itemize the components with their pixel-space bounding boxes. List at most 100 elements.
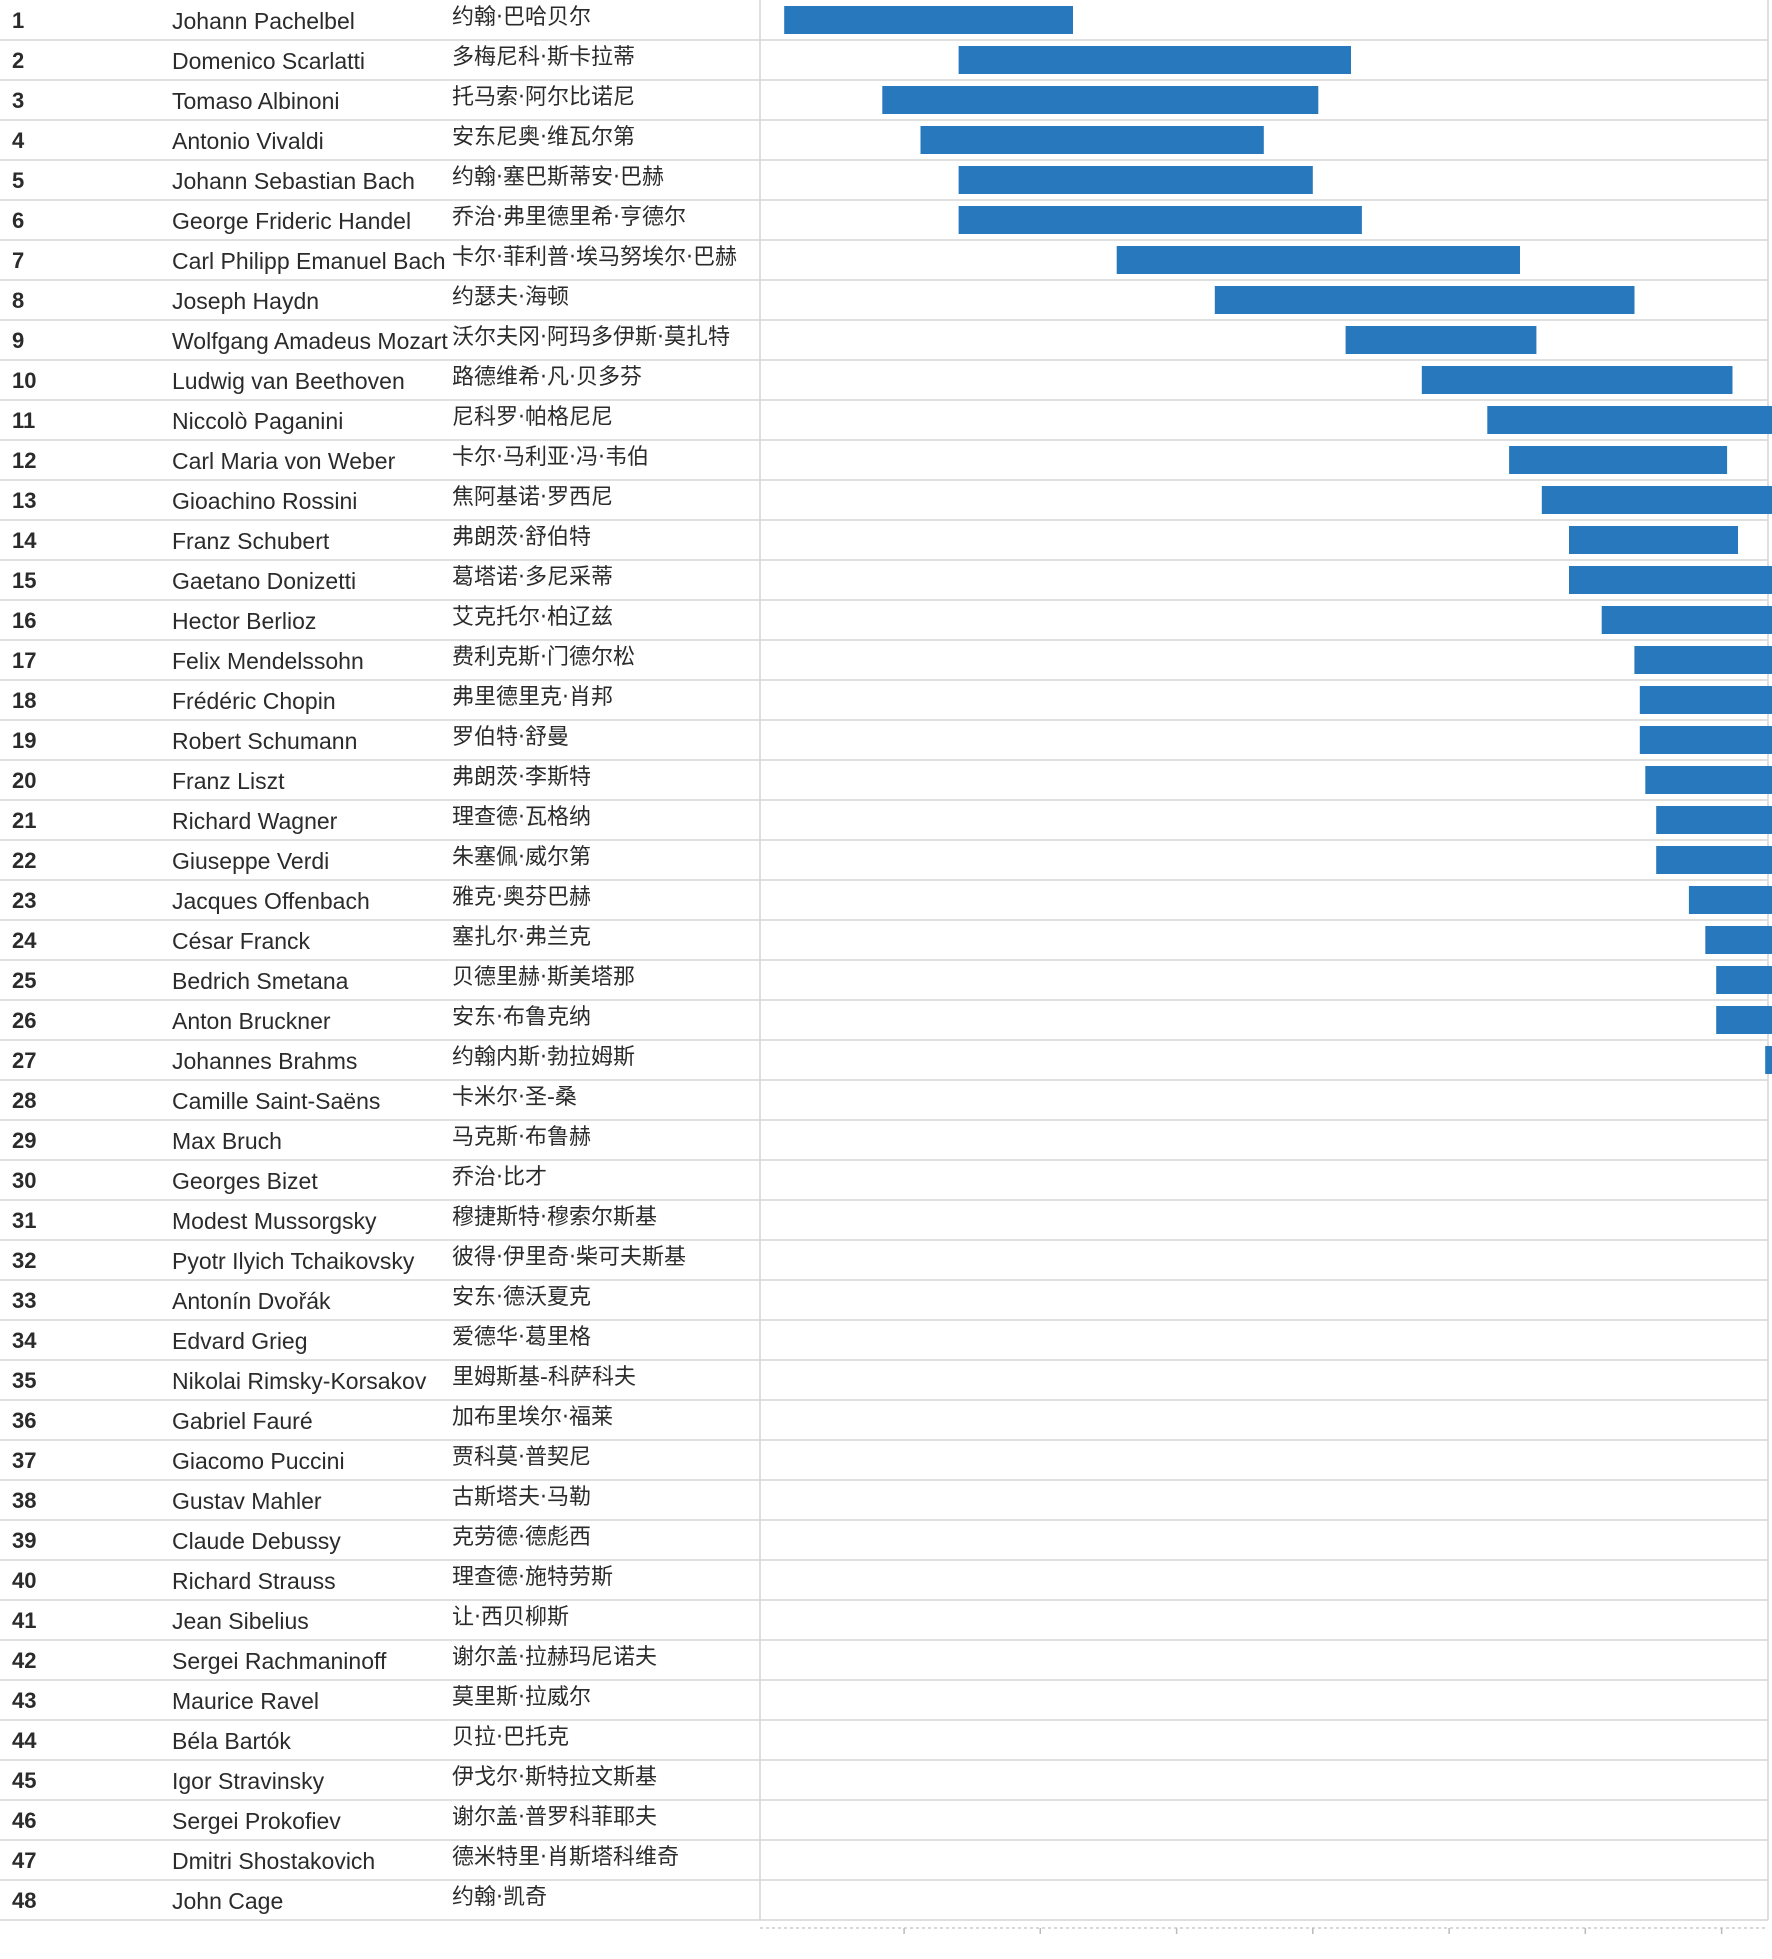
composer-name-cn: 托马索·阿尔比诺尼 — [452, 85, 635, 110]
composer-name: Edvard Grieg — [172, 1328, 308, 1354]
lifespan-bar — [1716, 966, 1772, 994]
composer-name-cn: 葛塔诺·多尼采蒂 — [452, 565, 613, 590]
composer-name-cn: 莫里斯·拉威尔 — [452, 1685, 591, 1710]
composer-name-cn: 雅克·奥芬巴赫 — [452, 885, 591, 910]
rank-label: 37 — [12, 1448, 36, 1473]
rank-label: 8 — [12, 288, 24, 313]
composer-name-cn: 安东·德沃夏克 — [452, 1285, 591, 1310]
composer-name-cn: 朱塞佩·威尔第 — [452, 845, 591, 870]
rank-label: 41 — [12, 1608, 36, 1633]
composer-name-cn: 谢尔盖·普罗科菲耶夫 — [452, 1805, 657, 1830]
rank-label: 7 — [12, 248, 24, 273]
composer-name: Sergei Prokofiev — [172, 1808, 341, 1834]
rank-label: 6 — [12, 208, 24, 233]
rank-label: 9 — [12, 328, 24, 353]
composer-name-cn: 贾科莫·普契尼 — [452, 1445, 591, 1470]
composer-name-cn: 约翰·塞巴斯蒂安·巴赫 — [452, 165, 664, 190]
lifespan-bar — [1639, 726, 1772, 754]
composer-name-cn: 约瑟夫·海顿 — [452, 285, 569, 310]
composer-name: Max Bruch — [172, 1128, 282, 1154]
lifespan-bar — [1214, 286, 1635, 314]
composer-name: Frédéric Chopin — [172, 688, 336, 714]
rank-label: 3 — [12, 88, 24, 113]
rank-label: 1 — [12, 8, 24, 33]
composer-name-cn: 理查德·瓦格纳 — [452, 805, 591, 830]
composer-name-cn: 卡尔·菲利普·埃马努埃尔·巴赫 — [452, 245, 737, 270]
composer-name: Johann Pachelbel — [172, 8, 355, 34]
rank-label: 23 — [12, 888, 36, 913]
composer-name: Gustav Mahler — [172, 1488, 322, 1514]
composer-name: Antonín Dvořák — [172, 1288, 331, 1314]
rank-label: 43 — [12, 1688, 36, 1713]
rank-label: 17 — [12, 648, 36, 673]
lifespan-bar — [1765, 1046, 1772, 1074]
composer-name: Niccolò Paganini — [172, 408, 343, 434]
rank-label: 4 — [12, 128, 25, 153]
composer-name: César Franck — [172, 928, 311, 954]
composer-name-cn: 古斯塔夫·马勒 — [452, 1485, 591, 1510]
composer-name-cn: 让·西贝柳斯 — [452, 1605, 569, 1630]
composer-name: Giacomo Puccini — [172, 1448, 345, 1474]
rank-label: 27 — [12, 1048, 36, 1073]
composer-name-cn: 谢尔盖·拉赫玛尼诺夫 — [452, 1645, 657, 1670]
rank-label: 15 — [12, 568, 36, 593]
composer-name: Maurice Ravel — [172, 1688, 319, 1714]
lifespan-bar — [1569, 526, 1738, 554]
rank-label: 47 — [12, 1848, 36, 1873]
composer-name-cn: 理查德·施特劳斯 — [452, 1565, 613, 1590]
composer-name: Nikolai Rimsky-Korsakov — [172, 1368, 427, 1394]
text-layer: 1 Johann Pachelbel 约翰·巴哈贝尔 2 Domenico Scarla… — [12, 5, 737, 1914]
composer-name-cn: 克劳德·德彪西 — [452, 1525, 591, 1550]
rank-label: 20 — [12, 768, 36, 793]
composer-name-cn: 罗伯特·舒曼 — [452, 725, 569, 750]
composer-name: Richard Wagner — [172, 808, 338, 834]
lifespan-bar — [1656, 846, 1772, 874]
rank-label: 34 — [12, 1328, 37, 1353]
composer-name-cn: 焦阿基诺·罗西尼 — [452, 485, 613, 510]
composer-name-cn: 德米特里·肖斯塔科维奇 — [452, 1845, 679, 1870]
lifespan-bar — [1569, 566, 1772, 594]
lifespan-bar — [1705, 926, 1772, 954]
composer-name-cn: 乔治·弗里德里希·亨德尔 — [452, 205, 686, 230]
rank-label: 13 — [12, 488, 36, 513]
rank-label: 46 — [12, 1808, 36, 1833]
rank-label: 11 — [12, 408, 35, 433]
rank-label: 44 — [12, 1728, 37, 1753]
composer-name: Carl Maria von Weber — [172, 448, 396, 474]
composer-name-cn: 路德维希·凡·贝多芬 — [452, 365, 642, 390]
composer-name: Wolfgang Amadeus Mozart — [172, 328, 448, 354]
rank-label: 28 — [12, 1088, 36, 1113]
rank-label: 22 — [12, 848, 36, 873]
composer-name-cn: 卡尔·马利亚·冯·韦伯 — [452, 445, 649, 470]
rank-label: 45 — [12, 1768, 36, 1793]
composer-name: Ludwig van Beethoven — [172, 368, 405, 394]
composer-name-cn: 里姆斯基-科萨科夫 — [452, 1365, 636, 1390]
composer-name: Anton Bruckner — [172, 1008, 331, 1034]
lifespan-bar — [1688, 886, 1772, 914]
composer-name: Carl Philipp Emanuel Bach — [172, 248, 446, 274]
lifespan-bar — [1634, 646, 1772, 674]
composer-name: Modest Mussorgsky — [172, 1208, 377, 1234]
composer-name: Hector Berlioz — [172, 608, 316, 634]
composer-name-cn: 弗朗茨·舒伯特 — [452, 525, 591, 550]
rank-label: 42 — [12, 1648, 36, 1673]
composer-name: Claude Debussy — [172, 1528, 341, 1554]
composer-name: Franz Schubert — [172, 528, 330, 554]
rank-label: 38 — [12, 1488, 36, 1513]
composer-name-cn: 安东·布鲁克纳 — [452, 1005, 591, 1030]
rank-label: 32 — [12, 1248, 36, 1273]
lifespan-bar — [1421, 366, 1733, 394]
composer-name-cn: 弗朗茨·李斯特 — [452, 765, 591, 790]
composer-name-cn: 贝德里赫·斯美塔那 — [452, 965, 635, 990]
composer-name: Jacques Offenbach — [172, 888, 370, 914]
composer-name: Pyotr Ilyich Tchaikovsky — [172, 1248, 415, 1274]
composer-name-cn: 卡米尔·圣-桑 — [452, 1085, 577, 1110]
lifespan-bar — [920, 126, 1264, 154]
composer-name-cn: 约翰内斯·勃拉姆斯 — [452, 1045, 635, 1070]
rank-label: 33 — [12, 1288, 36, 1313]
lifespan-bar — [1116, 246, 1520, 274]
lifespan-bar — [1541, 486, 1772, 514]
lifespan-bar — [1509, 446, 1728, 474]
rank-label: 30 — [12, 1168, 36, 1193]
